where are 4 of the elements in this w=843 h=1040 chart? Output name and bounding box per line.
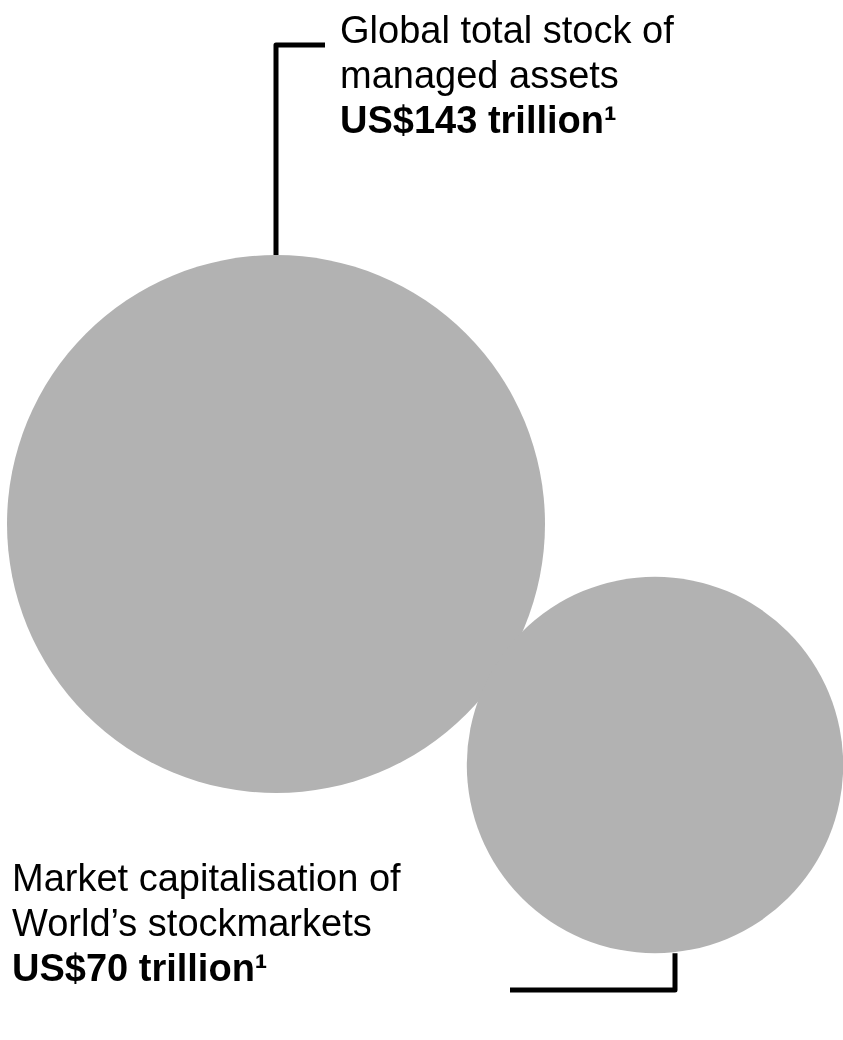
data-label: US$143 trillion¹ [340, 98, 618, 143]
category-label: Global total stock of managed assets [340, 9, 674, 96]
data-label: US$70 trillion¹ [12, 946, 269, 991]
category-label: Market capitalisation of World’s stockmarkets [12, 857, 401, 944]
